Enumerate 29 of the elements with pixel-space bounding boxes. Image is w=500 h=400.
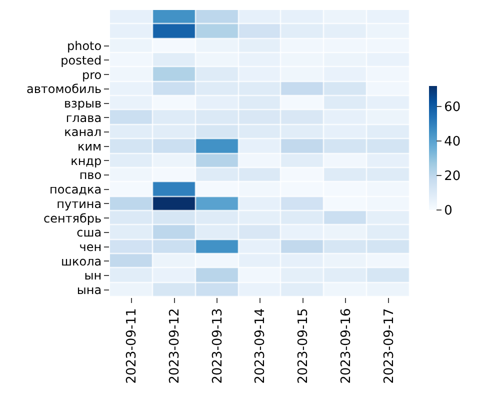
y-tick-label: photo <box>66 39 102 54</box>
x-tick-label: 2023-09-13 <box>210 308 226 384</box>
x-tick-label: 2023-09-17 <box>382 308 397 384</box>
x-tick-label: 2023-09-16 <box>338 308 354 384</box>
y-tick-label: автомобиль <box>26 82 102 96</box>
y-tick-label: posted <box>60 53 102 68</box>
x-tick-label: 2023-09-12 <box>168 308 183 384</box>
y-tick-label: ким <box>77 140 102 154</box>
y-tick-label: ын <box>84 268 102 283</box>
color-bar-label: 20 <box>444 168 461 184</box>
y-tick-label: pro <box>82 68 102 82</box>
y-tick-label: школа <box>61 254 102 268</box>
y-tick-label: ына <box>76 283 102 298</box>
x-tick-label: 2023-09-11 <box>124 308 140 384</box>
y-tick-label: сентябрь <box>43 211 102 226</box>
y-tick-label: чен <box>79 240 102 254</box>
x-tick-label: 2023-09-15 <box>296 308 312 384</box>
color-bar-label: 60 <box>444 100 461 115</box>
y-tick-label: посадка <box>50 182 102 197</box>
x-tick-label: 2023-09-14 <box>253 308 268 384</box>
color-bar-label: 0 <box>444 203 452 218</box>
color-bar-label: 40 <box>444 134 461 150</box>
y-tick-label: сша <box>76 226 102 240</box>
y-tick-label: путина <box>56 196 102 211</box>
y-tick-label: взрыв <box>64 96 102 110</box>
y-tick-label: канал <box>64 125 102 140</box>
y-tick-label: пво <box>79 168 102 182</box>
y-tick-label: кндр <box>70 154 102 168</box>
y-tick-label: глава <box>66 110 102 125</box>
